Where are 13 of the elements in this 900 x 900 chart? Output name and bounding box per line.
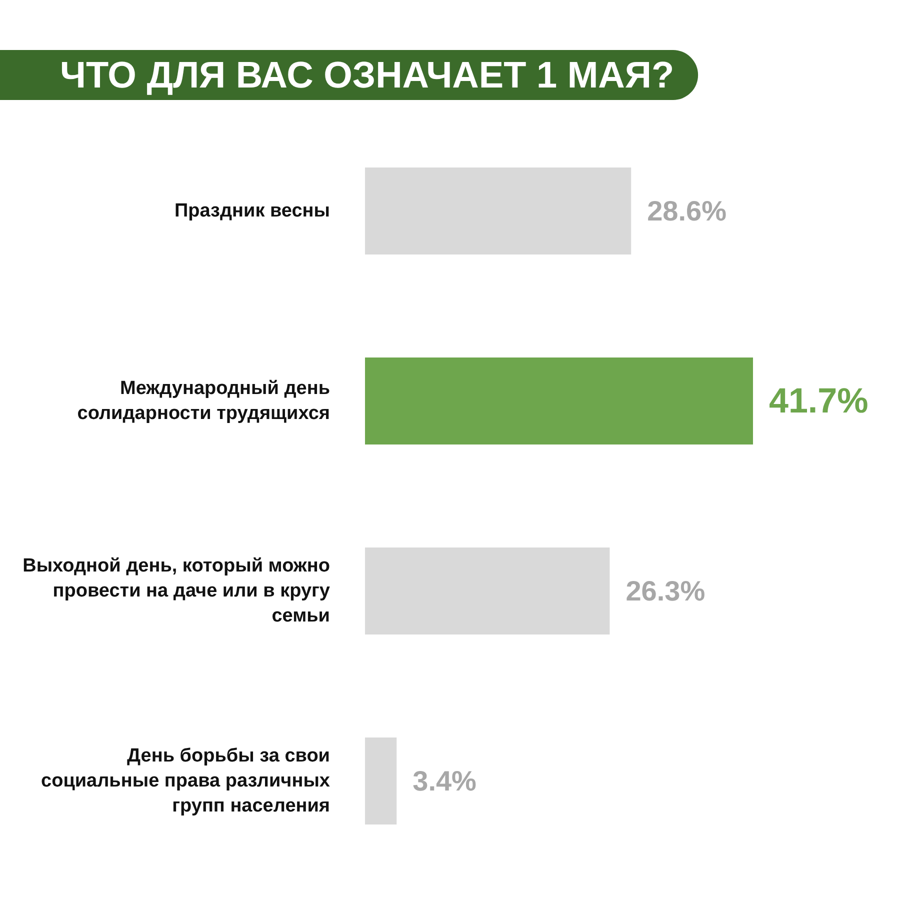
bar: [365, 358, 753, 444]
bar: [365, 738, 397, 824]
data-label: 3.4%: [412, 766, 477, 796]
bar: [365, 548, 610, 634]
y-tick-label: Выходной день, который можно провести на даче или в кругу семьи: [22, 556, 330, 626]
y-tick-label: Международный день солидарности трудящихся: [77, 378, 330, 424]
data-label: 41.7%: [769, 382, 868, 420]
chart-title: ЧТО ДЛЯ ВАС ОЗНАЧАЕТ 1 МАЯ?: [60, 54, 674, 96]
data-label: 26.3%: [626, 576, 706, 606]
y-tick-label: День борьбы за свои социальные права различных групп населения: [41, 746, 330, 816]
y-tick-label: Праздник весны: [174, 200, 330, 222]
data-label: 28.6%: [647, 196, 727, 226]
bar: [365, 168, 632, 254]
